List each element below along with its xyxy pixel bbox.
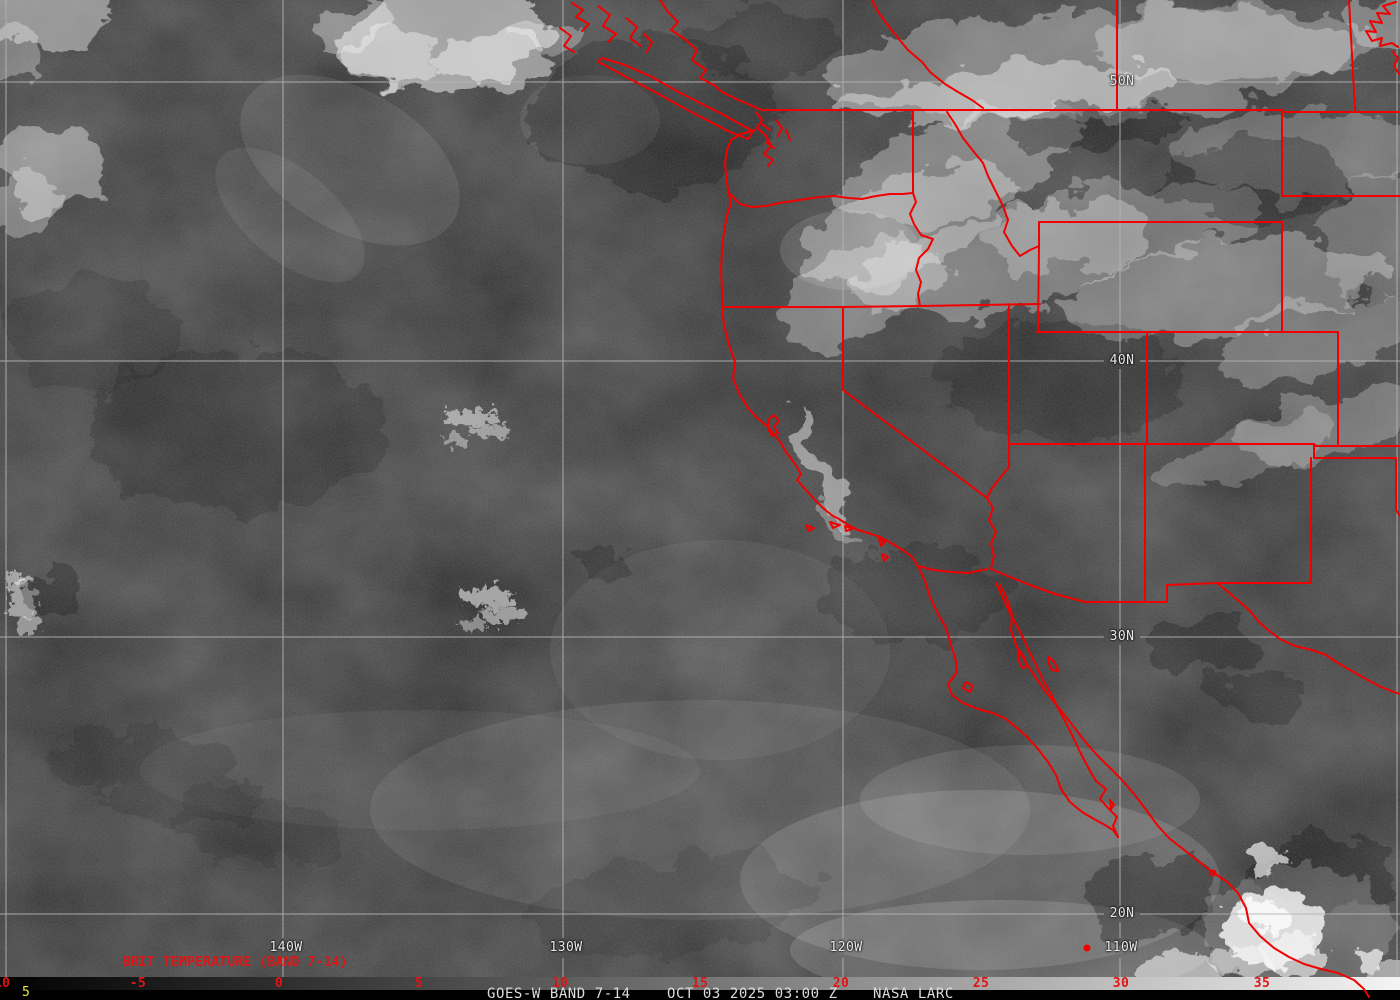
footer-satellite-band: GOES-W BAND 7-14	[487, 986, 631, 1000]
cbar-label-neg10: -10	[0, 976, 11, 991]
cbar-label-5: 5	[414, 976, 424, 991]
mt-wy-border	[1038, 221, 1283, 247]
product-title: BRIT TEMPERATURE (BAND 7-14)	[123, 955, 348, 970]
gulf-islands	[1017, 649, 1115, 810]
lat-label-20n: 20N	[1109, 906, 1135, 921]
baja-west-coast	[917, 565, 1119, 838]
nv-az-border	[986, 443, 1010, 499]
parallel-42n-borders	[721, 303, 1041, 308]
lon-label-130w: 130W	[549, 940, 583, 955]
rio-grande-border	[1216, 582, 1400, 695]
bc-alberta-border	[871, 0, 984, 109]
vancouver-island	[597, 57, 754, 140]
cbar-label-10: 10	[551, 976, 569, 991]
pacific-coastline	[720, 129, 919, 567]
map-boundaries-overlay	[559, 0, 1400, 998]
baja-gulf-coast	[995, 582, 1119, 838]
offshore-island	[1209, 869, 1217, 877]
cbar-label-35: 35	[1253, 976, 1271, 991]
saskatchewan-manitoba-border	[1348, 0, 1356, 111]
wa-or-border	[727, 191, 914, 208]
lon-label-120w: 120W	[829, 940, 863, 955]
socorro-island	[1083, 944, 1091, 952]
footer-flag-value: 5	[22, 985, 30, 1000]
bc-coast-islands	[559, 2, 653, 53]
footer-credit: NASA LARC	[873, 986, 954, 1000]
cbar-label-15: 15	[691, 976, 709, 991]
cbar-label-0: 0	[274, 976, 284, 991]
manitoba-lakes	[1365, 1, 1400, 75]
cbar-label-25: 25	[972, 976, 990, 991]
us-mexico-border-east	[990, 568, 1218, 603]
footer-band	[0, 990, 1400, 1000]
cbar-label-20: 20	[832, 976, 850, 991]
bc-mainland-coast	[659, 0, 763, 111]
id-mt-border	[946, 111, 1040, 257]
ca-az-colorado-river	[986, 497, 997, 569]
us-mexico-border-west	[917, 565, 988, 574]
id-wy-ut-border	[1037, 245, 1040, 333]
puget-sound	[755, 111, 791, 167]
channel-islands	[805, 521, 889, 562]
or-id-border	[909, 192, 934, 307]
lat-label-40n: 40N	[1109, 353, 1135, 368]
lat-label-50n: 50N	[1109, 74, 1135, 89]
footer-timestamp: OCT 03 2025 03:00 Z	[667, 986, 838, 1000]
lon-label-110w: 110W	[1104, 940, 1138, 955]
lat-label-30n: 30N	[1109, 629, 1135, 644]
cbar-label-neg5: -5	[129, 976, 147, 991]
brightness-temperature-colorbar	[0, 977, 1400, 990]
ok-panhandle-borders	[1310, 443, 1400, 584]
cedros-island	[962, 681, 974, 693]
sonora-sinaloa-coast	[999, 584, 1370, 998]
ca-nv-border	[842, 306, 988, 499]
san-francisco-bay	[767, 414, 780, 437]
lon-label-140w: 140W	[269, 940, 303, 955]
cbar-label-30: 30	[1112, 976, 1130, 991]
lat-lon-graticule	[0, 0, 1400, 977]
